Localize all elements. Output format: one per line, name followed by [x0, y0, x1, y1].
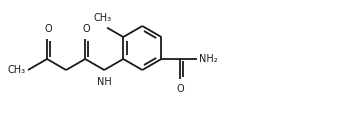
Text: O: O	[44, 24, 52, 34]
Text: CH₃: CH₃	[8, 65, 26, 75]
Text: O: O	[82, 24, 90, 34]
Text: NH: NH	[97, 77, 112, 87]
Text: NH₂: NH₂	[198, 54, 217, 64]
Text: O: O	[176, 84, 184, 94]
Text: CH₃: CH₃	[93, 13, 111, 23]
